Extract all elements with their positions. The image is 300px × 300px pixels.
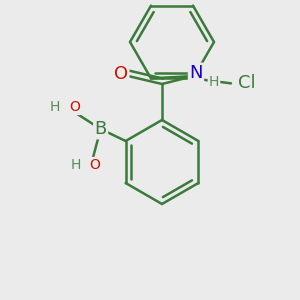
Text: O: O bbox=[69, 100, 80, 114]
Text: O: O bbox=[114, 65, 128, 83]
Text: B: B bbox=[94, 120, 107, 138]
Text: H: H bbox=[209, 75, 219, 89]
Text: O: O bbox=[89, 158, 100, 172]
Text: N: N bbox=[189, 64, 203, 82]
Text: Cl: Cl bbox=[238, 74, 256, 92]
Text: H: H bbox=[70, 158, 81, 172]
Text: H: H bbox=[50, 100, 60, 114]
